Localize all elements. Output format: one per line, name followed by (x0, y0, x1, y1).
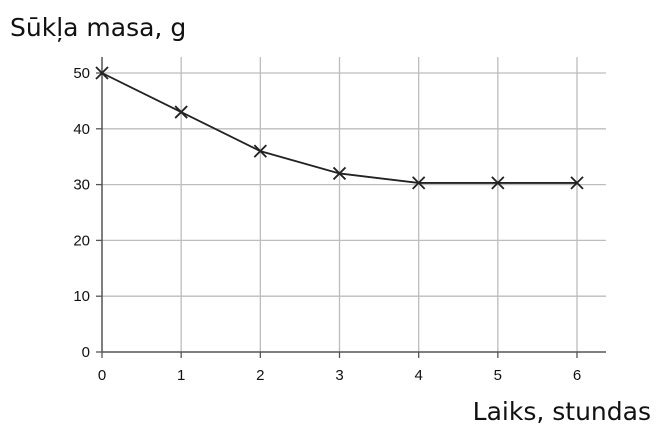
y-tick-labels: 0 10 20 30 40 50 (73, 65, 90, 361)
y-tick-label: 30 (73, 177, 90, 194)
data-point-marker (332, 166, 347, 181)
y-tick-label: 10 (73, 288, 90, 305)
grid-lines (102, 57, 606, 352)
data-point-marker (412, 176, 426, 190)
x-tick-label: 1 (177, 367, 185, 384)
data-point-marker (253, 144, 267, 158)
series-group (95, 66, 584, 190)
x-axis-title: Laiks, stundas (473, 397, 651, 426)
x-tick-label: 5 (494, 367, 502, 384)
x-tick-label: 6 (573, 367, 581, 384)
data-point-marker (570, 176, 584, 190)
axes (96, 57, 606, 358)
x-tick-label: 4 (414, 367, 422, 384)
y-tick-label: 20 (73, 232, 90, 249)
x-tick-label: 3 (335, 367, 343, 384)
data-point-marker (174, 105, 188, 119)
y-tick-label: 50 (73, 65, 90, 82)
x-tick-labels: 0 1 2 3 4 5 6 (98, 367, 581, 384)
y-tick-label: 40 (73, 121, 90, 138)
y-axis-title: Sūkļa masa, g (10, 13, 186, 42)
y-tick-label: 0 (82, 344, 90, 361)
x-tick-label: 0 (98, 367, 106, 384)
data-point-marker (491, 176, 505, 190)
x-tick-label: 2 (256, 367, 264, 384)
data-point-marker (95, 66, 109, 80)
